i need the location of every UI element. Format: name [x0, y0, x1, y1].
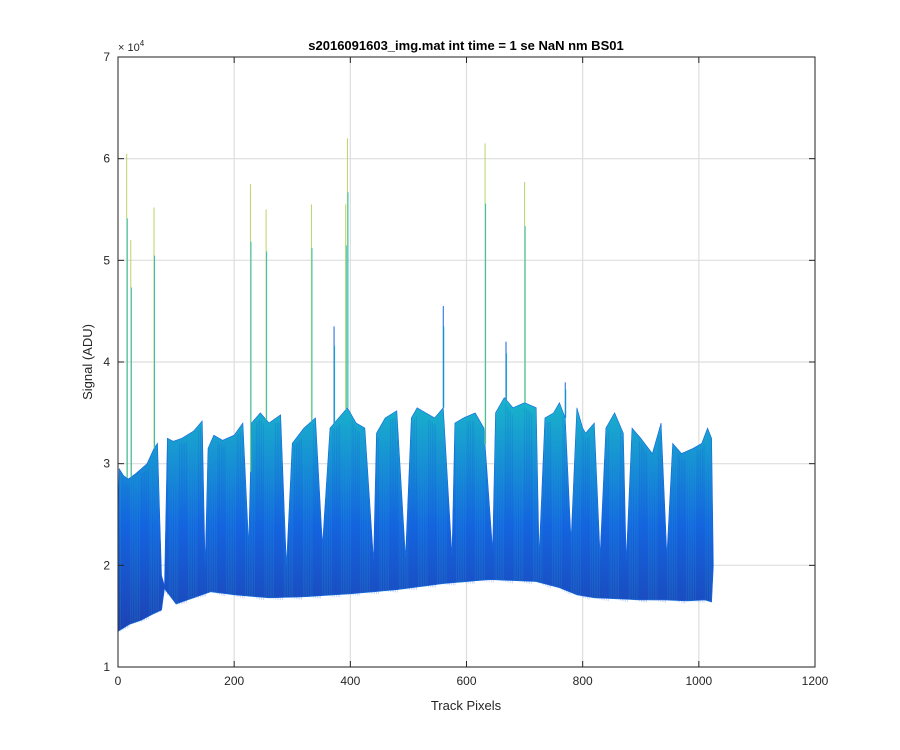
x-axis-label: Track Pixels: [431, 698, 502, 713]
y-tick-label: 5: [103, 253, 110, 267]
x-tick-label: 800: [573, 674, 593, 688]
signal-area: [118, 397, 714, 632]
chart-title: s2016091603_img.mat int time = 1 se NaN …: [308, 38, 623, 53]
y-tick-label: 6: [103, 152, 110, 166]
signal-texture: [118, 402, 712, 633]
x-tick-label: 400: [340, 674, 360, 688]
x-tick-label: 1000: [685, 674, 712, 688]
x-tick-label: 1200: [802, 674, 829, 688]
y-tick-label: 4: [103, 355, 110, 369]
x-tick-label: 200: [224, 674, 244, 688]
y-axis-label: Signal (ADU): [80, 324, 95, 400]
axis-ticks: [117, 56, 816, 668]
y-tick-label: 3: [103, 457, 110, 471]
x-tick-label: 600: [456, 674, 476, 688]
y-tick-labels: 1 2 3 4 5 6 7: [103, 50, 110, 674]
y-exponent-label: × 104: [118, 39, 145, 54]
y-tick-label: 7: [103, 50, 110, 64]
y-tick-label: 1: [103, 660, 110, 674]
y-tick-label: 2: [103, 558, 110, 572]
signal-series: [118, 138, 714, 633]
x-tick-labels: 0 200 400 600 800 1000 1200: [115, 674, 829, 688]
x-tick-label: 0: [115, 674, 122, 688]
